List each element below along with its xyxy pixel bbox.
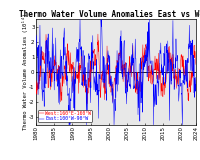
West:160°E-160°W (188, 100, 190, 102)
East:100°W-90°W (188, 43, 190, 45)
West:160°E-160°W (65, 79, 67, 80)
East:100°W-90°W (53, 65, 55, 67)
East:100°W-90°W (195, 84, 197, 85)
East:100°W-90°W (65, 73, 67, 75)
East:100°W-90°W (130, 72, 133, 74)
Line: East:100°W-90°W: East:100°W-90°W (36, 19, 196, 125)
West:160°E-160°W (181, 66, 184, 68)
East:100°W-90°W (68, 124, 70, 126)
East:100°W-90°W (100, 18, 103, 20)
West:160°E-160°W (53, 68, 55, 70)
West:160°E-160°W (35, 87, 37, 89)
West:160°E-160°W (195, 64, 197, 66)
Legend: West:160°E-160°W, East:100°W-90°W: West:160°E-160°W, East:100°W-90°W (38, 110, 92, 122)
Y-axis label: Thermo Water Volume Anomalies (10¹⁴): Thermo Water Volume Anomalies (10¹⁴) (22, 13, 28, 131)
Line: West:160°E-160°W: West:160°E-160°W (36, 34, 196, 104)
West:160°E-160°W (97, 33, 99, 35)
West:160°E-160°W (86, 103, 89, 105)
West:160°E-160°W (90, 60, 92, 62)
West:160°E-160°W (130, 64, 133, 66)
East:100°W-90°W (35, 42, 37, 44)
Title: Thermo Water Volume Anomalies East vs West: Thermo Water Volume Anomalies East vs We… (19, 10, 200, 19)
East:100°W-90°W (90, 87, 92, 88)
East:100°W-90°W (181, 103, 184, 105)
